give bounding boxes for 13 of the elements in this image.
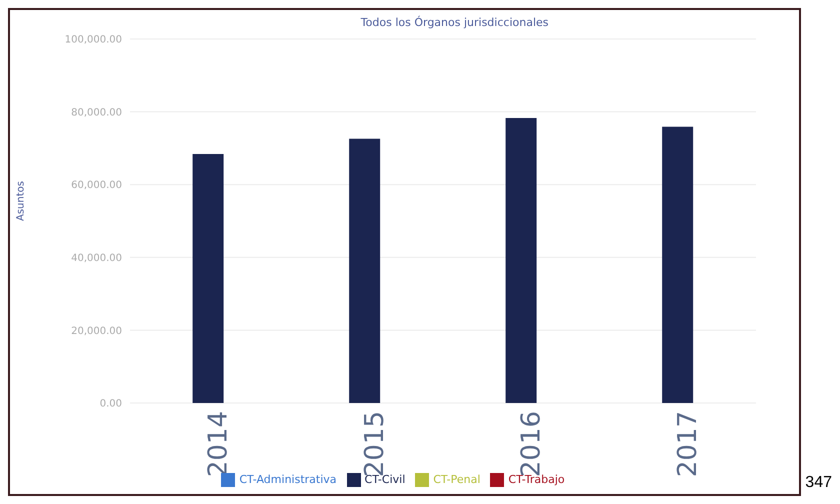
- y-axis-title: Asuntos: [16, 181, 27, 221]
- y-tick-label: 80,000.00: [71, 107, 122, 118]
- chart-title: Todos los Órganos jurisdiccionales: [360, 16, 550, 29]
- text: 347: [805, 474, 832, 491]
- legend-label: CT-Penal: [433, 473, 480, 486]
- y-tick-label: 60,000.00: [71, 180, 122, 192]
- legend-label: CT-Administrativa: [239, 473, 337, 486]
- x-tick-label: 2014: [204, 411, 234, 478]
- y-tick-label: 20,000.00: [71, 326, 122, 337]
- y-tick-label: 40,000.00: [71, 252, 122, 264]
- y-tick-label: 100,000.00: [64, 34, 122, 46]
- y-tick-label: 0.00: [100, 398, 122, 410]
- x-tick-label: 2017: [673, 411, 704, 478]
